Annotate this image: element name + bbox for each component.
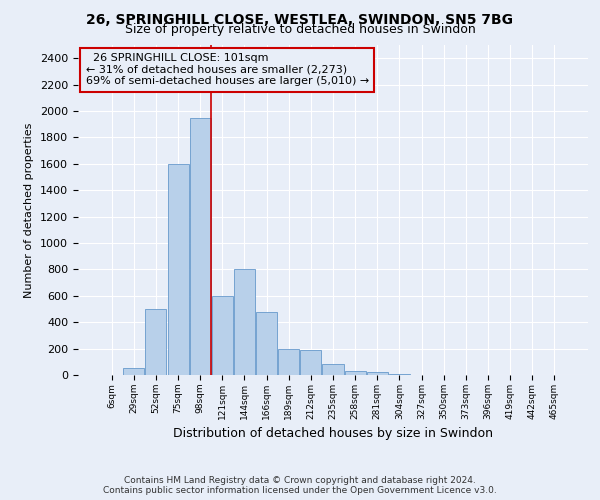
Bar [322, 364, 344, 375]
Bar [301, 350, 322, 375]
Bar [256, 312, 277, 375]
Bar [389, 374, 410, 375]
Bar [212, 296, 233, 375]
Bar [344, 371, 365, 375]
Y-axis label: Number of detached properties: Number of detached properties [25, 122, 34, 298]
Bar [278, 348, 299, 375]
Text: 26, SPRINGHILL CLOSE, WESTLEA, SWINDON, SN5 7BG: 26, SPRINGHILL CLOSE, WESTLEA, SWINDON, … [86, 12, 514, 26]
Text: 26 SPRINGHILL CLOSE: 101sqm  
← 31% of detached houses are smaller (2,273)
69% o: 26 SPRINGHILL CLOSE: 101sqm ← 31% of det… [86, 53, 369, 86]
Bar [234, 270, 255, 375]
Bar [190, 118, 211, 375]
Bar [367, 372, 388, 375]
Text: Contains HM Land Registry data © Crown copyright and database right 2024.
Contai: Contains HM Land Registry data © Crown c… [103, 476, 497, 495]
Bar [124, 368, 145, 375]
Bar [167, 164, 188, 375]
Text: Size of property relative to detached houses in Swindon: Size of property relative to detached ho… [125, 22, 475, 36]
X-axis label: Distribution of detached houses by size in Swindon: Distribution of detached houses by size … [173, 428, 493, 440]
Bar [145, 309, 166, 375]
